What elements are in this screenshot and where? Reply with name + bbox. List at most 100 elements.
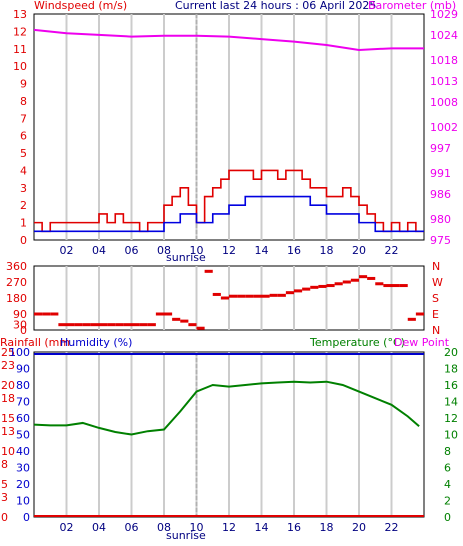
direction-y-tick-label: 0 — [20, 324, 27, 337]
direction-point — [115, 323, 124, 327]
humidity-y-tick-label: 0 — [23, 511, 30, 524]
wind-y-tick-label: 11 — [13, 43, 27, 56]
direction-point — [359, 275, 368, 279]
sunrise-label-bottom: sunrise — [166, 529, 206, 542]
direction-point — [99, 323, 108, 327]
rainfall-y-tick-label: 15 — [1, 412, 15, 425]
direction-point — [82, 323, 91, 327]
wind-x-tick-label: 04 — [92, 244, 106, 257]
direction-point — [367, 276, 376, 280]
barometer-y-tick-label: 986 — [430, 188, 451, 201]
wind-x-tick-label: 06 — [125, 244, 139, 257]
barometer-y-tick-label: 1018 — [430, 54, 458, 67]
compass-tick-label: S — [432, 292, 439, 305]
temp-x-tick-label: 20 — [352, 521, 366, 534]
humidity-y-tick-label: 20 — [16, 478, 30, 491]
temp-x-tick-label: 02 — [60, 521, 74, 534]
legend-humidity: Humidity (%) — [60, 336, 132, 349]
sunrise-label-top: sunrise — [166, 251, 206, 264]
wind-x-tick-label: 18 — [320, 244, 334, 257]
header-windspeed-label: Windspeed (m/s) — [34, 0, 127, 12]
direction-point — [245, 294, 254, 298]
direction-point — [391, 284, 400, 288]
temperature-y-tick-label: 6 — [444, 462, 451, 475]
direction-y-tick-label: 90 — [13, 308, 27, 321]
wind-x-tick-label: 16 — [287, 244, 301, 257]
direction-point — [326, 284, 335, 288]
direction-point — [196, 326, 205, 330]
wind-y-tick-label: 13 — [13, 8, 27, 21]
compass-tick-label: N — [432, 260, 440, 273]
barometer-y-tick-label: 1029 — [430, 8, 458, 21]
rainfall-y-tick-label: 18 — [1, 392, 15, 405]
direction-point — [204, 269, 213, 273]
humidity-y-tick-label: 60 — [16, 412, 30, 425]
humidity-y-tick-label: 40 — [16, 445, 30, 458]
wind-y-tick-label: 8 — [20, 95, 27, 108]
rainfall-y-tick-label: 8 — [1, 458, 8, 471]
direction-point — [342, 280, 351, 284]
direction-point — [107, 323, 116, 327]
humidity-y-tick-label: 50 — [16, 429, 30, 442]
barometer-y-tick-label: 1008 — [430, 96, 458, 109]
direction-point — [42, 312, 51, 316]
direction-point — [350, 278, 359, 282]
humidity-y-tick-label: 80 — [16, 379, 30, 392]
temp-humidity-panel: 0358101315182023250102030405060708090100… — [1, 346, 458, 534]
wind-x-tick-label: 10 — [190, 244, 204, 257]
wind-barometer-panel: 0123456789101112139759809869919971002100… — [13, 8, 458, 257]
wind-y-tick-label: 10 — [13, 60, 27, 73]
wind-y-tick-label: 5 — [20, 147, 27, 160]
direction-point — [50, 312, 59, 316]
direction-point — [74, 323, 83, 327]
humidity-y-tick-label: 100 — [9, 346, 30, 359]
wind-y-tick-label: 7 — [20, 112, 27, 125]
header-current-title: Current last 24 hours : 06 April 2025 — [175, 0, 376, 12]
direction-point — [407, 317, 416, 321]
wind-y-tick-label: 0 — [20, 234, 27, 247]
temp-x-tick-label: 04 — [92, 521, 106, 534]
wind-y-tick-label: 1 — [20, 217, 27, 230]
legend-temperature: Temperature (°C) — [309, 336, 405, 349]
direction-point — [90, 323, 99, 327]
legend-dewpoint: Dew Point — [394, 336, 450, 349]
direction-point — [399, 284, 408, 288]
wind-x-tick-label: 12 — [222, 244, 236, 257]
direction-point — [34, 312, 43, 316]
humidity-y-tick-label: 90 — [16, 363, 30, 376]
direction-point — [302, 287, 311, 291]
rainfall-y-tick-label: 3 — [1, 491, 8, 504]
wind-y-tick-label: 2 — [20, 199, 27, 212]
wind-y-tick-label: 9 — [20, 78, 27, 91]
direction-y-tick-label: 180 — [6, 292, 27, 305]
rainfall-y-tick-label: 23 — [1, 359, 15, 372]
temperature-y-tick-label: 18 — [444, 363, 458, 376]
temperature-y-tick-label: 14 — [444, 396, 458, 409]
direction-point — [334, 282, 343, 286]
temperature-y-tick-label: 4 — [444, 478, 451, 491]
direction-point — [277, 293, 286, 297]
rainfall-y-tick-label: 13 — [1, 425, 15, 438]
wind-y-tick-label: 12 — [13, 25, 27, 38]
barometer-y-tick-label: 991 — [430, 167, 451, 180]
humidity-y-tick-label: 10 — [16, 495, 30, 508]
compass-tick-label: E — [432, 308, 439, 321]
temperature-y-tick-label: 0 — [444, 511, 451, 524]
windspeed-series-line — [34, 169, 424, 233]
direction-point — [212, 292, 221, 296]
wind-x-tick-label: 02 — [60, 244, 74, 257]
direction-y-tick-label: 360 — [6, 260, 27, 273]
wind-y-tick-label: 6 — [20, 130, 27, 143]
rainfall-y-tick-label: 0 — [1, 511, 8, 524]
direction-point — [253, 294, 262, 298]
wind-x-tick-label: 14 — [255, 244, 269, 257]
direction-point — [180, 319, 189, 323]
wind-y-tick-label: 4 — [20, 164, 27, 177]
direction-point — [172, 317, 181, 321]
legend-rainfall: Rainfall (mm — [0, 336, 70, 349]
direction-point — [318, 284, 327, 288]
direction-point — [58, 323, 67, 327]
temperature-y-tick-label: 12 — [444, 412, 458, 425]
